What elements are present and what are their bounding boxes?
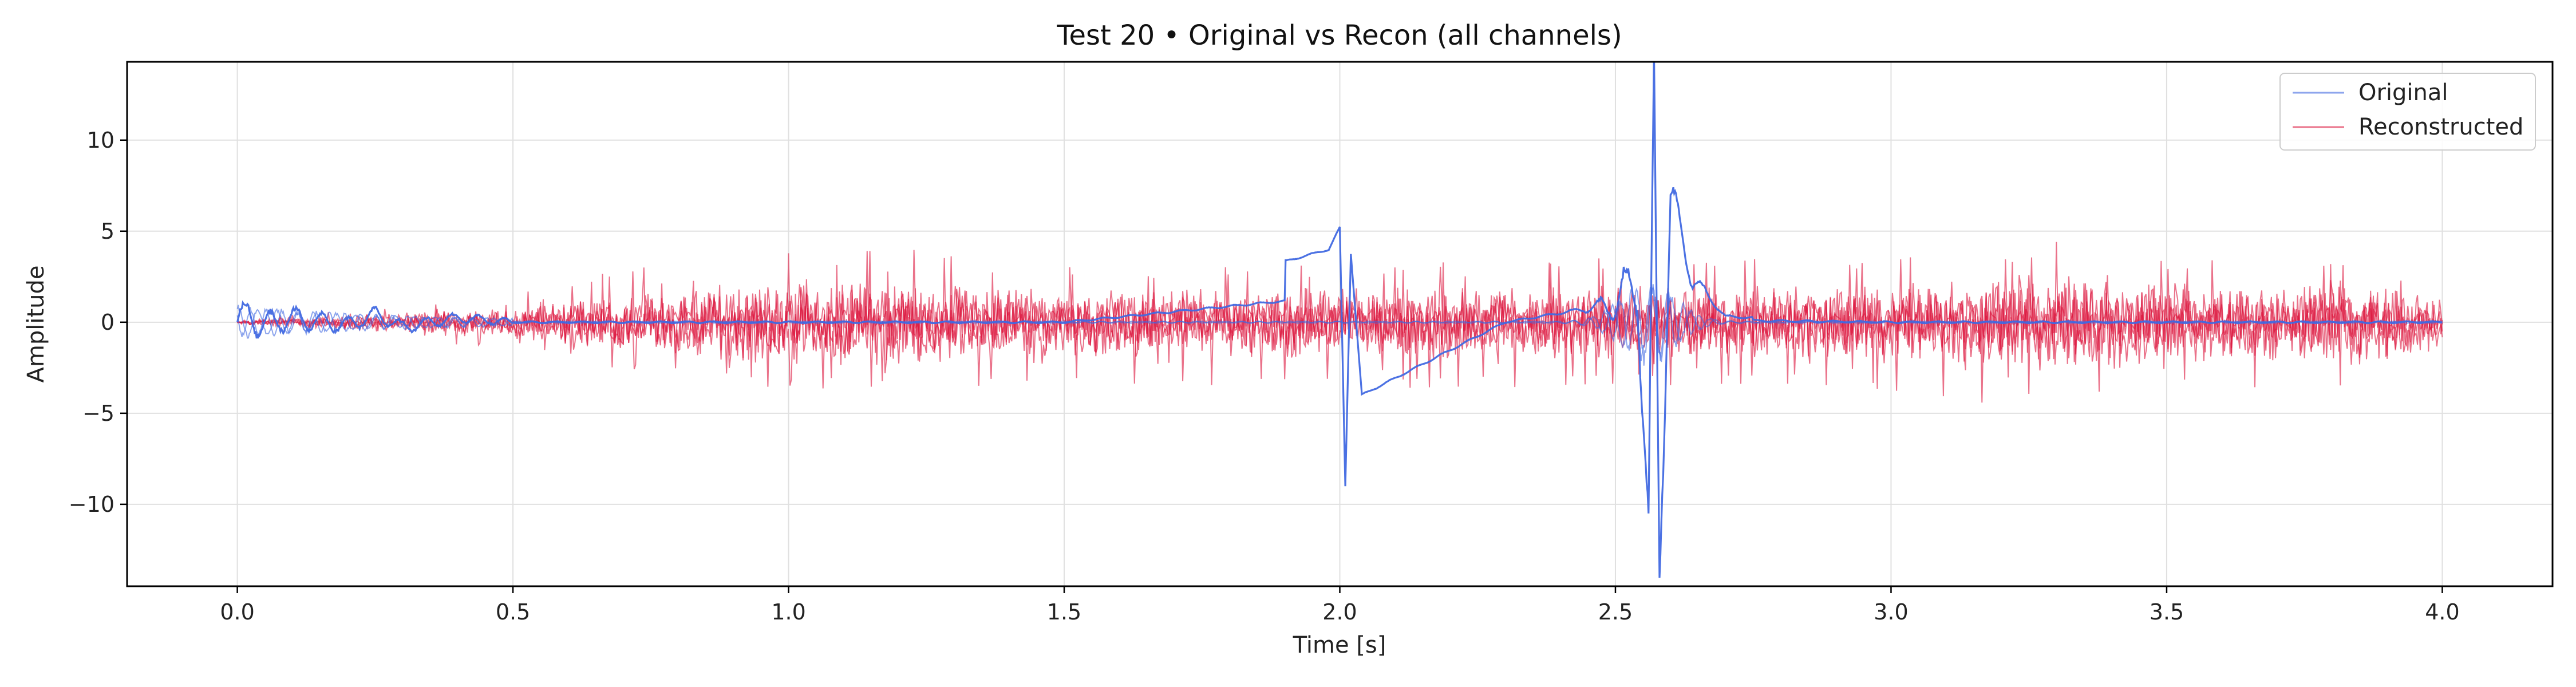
y-axis: −10 −5 0 5 10 [69,128,127,517]
y-tick-label: 5 [101,219,114,244]
y-axis-label: Amplitude [23,266,49,383]
x-axis: 0.0 0.5 1.0 1.5 2.0 2.5 3.0 3.5 4.0 [220,586,2460,625]
x-tick-label: 1.0 [771,599,805,625]
y-tick-label: 0 [101,310,114,335]
y-tick-label: −5 [82,401,114,426]
x-axis-label: Time [s] [1293,632,1386,658]
chart-title: Test 20 • Original vs Recon (all channel… [1056,19,1622,52]
x-tick-label: 2.5 [1598,599,1633,625]
x-tick-label: 3.0 [1874,599,1908,625]
y-tick-label: 10 [87,128,114,153]
x-tick-label: 3.5 [2150,599,2184,625]
x-tick-label: 4.0 [2425,599,2459,625]
x-tick-label: 0.5 [496,599,530,625]
legend-label-original: Original [2358,80,2448,106]
legend-label-reconstructed: Reconstructed [2358,114,2523,140]
y-tick-label: −10 [69,492,114,517]
original-line [236,287,2443,366]
x-tick-label: 1.5 [1047,599,1081,625]
series-original [236,62,2443,578]
x-tick-label: 2.0 [1322,599,1357,625]
x-tick-label: 0.0 [220,599,254,625]
plot-area [236,62,2443,578]
legend: Original Reconstructed [2279,73,2536,151]
